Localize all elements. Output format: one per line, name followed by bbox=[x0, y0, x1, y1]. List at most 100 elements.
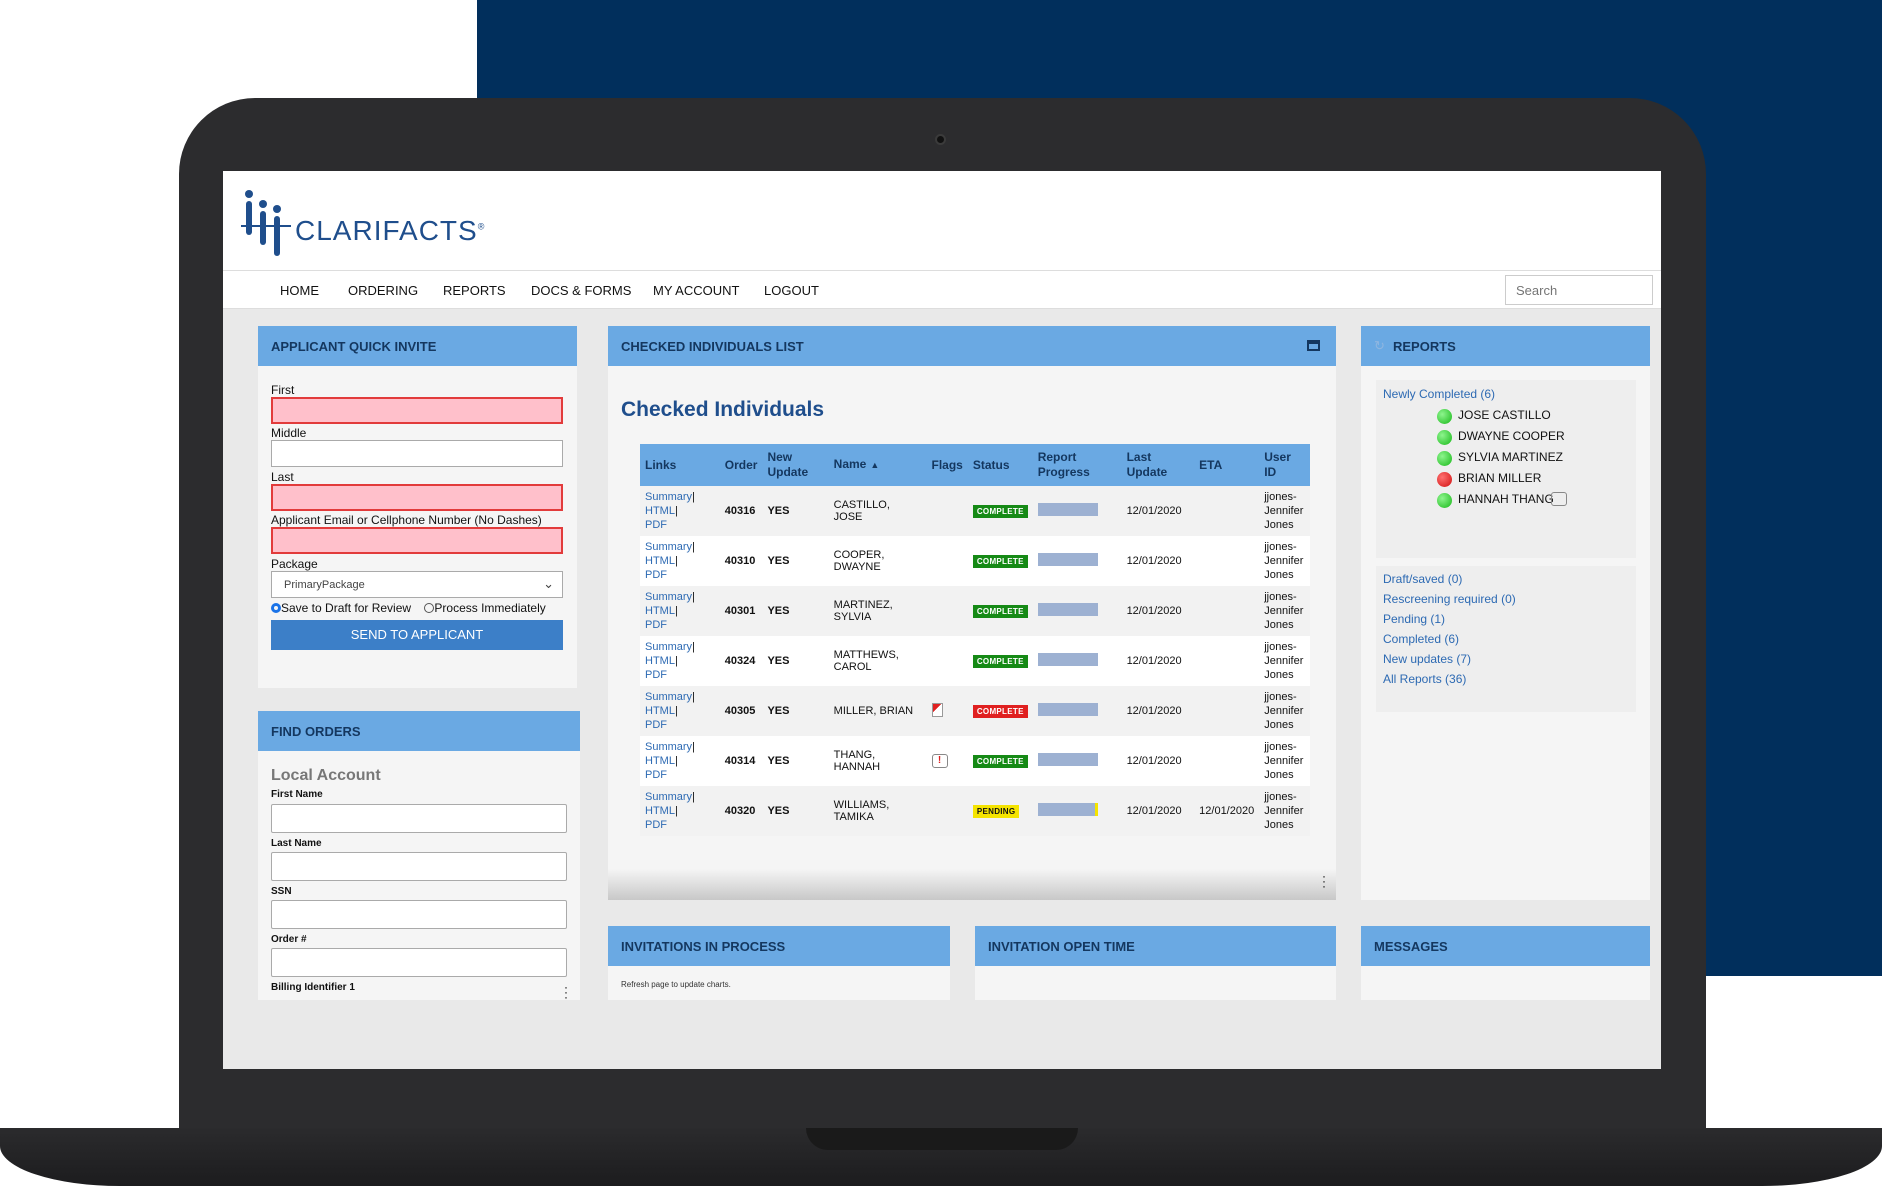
col-progress[interactable]: Report Progress bbox=[1032, 444, 1122, 486]
html-link[interactable]: HTML bbox=[645, 605, 675, 617]
user-id-part: jjones- bbox=[1264, 491, 1297, 503]
nav-logout[interactable]: LOGOUT bbox=[764, 283, 819, 298]
refresh-icon[interactable]: ↻ bbox=[1374, 338, 1385, 353]
contact-field[interactable] bbox=[271, 527, 563, 554]
alert-icon[interactable]: ! bbox=[931, 754, 948, 768]
row-name[interactable]: WILLIAMS, TAMIKA bbox=[828, 786, 927, 836]
table-row[interactable]: Summary| HTML| PDF 40324 YES MATTHEWS, CAROL… bbox=[640, 636, 1310, 686]
nav-docs-forms[interactable]: DOCS & FORMS bbox=[531, 283, 632, 298]
nav-my-account[interactable]: MY ACCOUNT bbox=[653, 283, 740, 298]
row-name[interactable]: THANG, HANNAH bbox=[828, 736, 927, 786]
report-filter-link[interactable]: All Reports (36) bbox=[1383, 672, 1467, 686]
html-link[interactable]: HTML bbox=[645, 505, 675, 517]
table-row[interactable]: Summary| HTML| PDF 40316 YES CASTILLO, JOSE C… bbox=[640, 486, 1310, 536]
col-user-id[interactable]: User ID bbox=[1259, 444, 1310, 486]
report-person[interactable]: BRIAN MILLER bbox=[1458, 471, 1542, 485]
table-row[interactable]: Summary| HTML| PDF 40310 YES COOPER, DWAYNE C… bbox=[640, 536, 1310, 586]
logo-icon bbox=[241, 190, 291, 256]
package-select[interactable]: PrimaryPackage ⌄ bbox=[271, 571, 563, 598]
html-link[interactable]: HTML bbox=[645, 755, 675, 767]
user-id-part: jjones- bbox=[1264, 541, 1297, 553]
pdf-link[interactable]: PDF bbox=[645, 819, 667, 831]
html-link[interactable]: HTML bbox=[645, 805, 675, 817]
newly-completed-link[interactable]: Newly Completed (6) bbox=[1383, 387, 1496, 401]
col-last-update[interactable]: Last Update bbox=[1121, 444, 1195, 486]
first-field[interactable] bbox=[271, 397, 563, 424]
row-name[interactable]: MARTINEZ, SYLVIA bbox=[828, 586, 927, 636]
send-to-applicant-button[interactable]: SEND TO APPLICANT bbox=[271, 620, 563, 650]
col-name[interactable]: Name ▲ bbox=[828, 444, 927, 486]
more-options-icon[interactable]: · · · bbox=[1322, 869, 1326, 893]
report-filter-link[interactable]: Rescreening required (0) bbox=[1383, 592, 1516, 606]
nav-home[interactable]: HOME bbox=[280, 283, 319, 298]
table-row[interactable]: Summary| HTML| PDF 40320 YES WILLIAMS, TAMIK… bbox=[640, 786, 1310, 836]
row-status: COMPLETE bbox=[967, 586, 1033, 636]
col-status[interactable]: Status bbox=[967, 444, 1033, 486]
app-header: CLARIFACTS® bbox=[223, 171, 1661, 271]
summary-link[interactable]: Summary bbox=[645, 491, 693, 503]
refresh-note: Refresh page to update charts. bbox=[621, 980, 731, 989]
pdf-link[interactable]: PDF bbox=[645, 569, 667, 581]
table-header: Links Order New Update Name ▲ Flags Status Repo… bbox=[640, 444, 1310, 486]
col-new-update[interactable]: New Update bbox=[762, 444, 829, 486]
html-link[interactable]: HTML bbox=[645, 705, 675, 717]
middle-field[interactable] bbox=[271, 440, 563, 467]
ssn-field[interactable] bbox=[271, 900, 567, 929]
link-separator: | bbox=[692, 541, 695, 553]
report-filter-link[interactable]: Completed (6) bbox=[1383, 632, 1460, 646]
status-badge: COMPLETE bbox=[972, 604, 1028, 618]
report-person[interactable]: JOSE CASTILLO bbox=[1458, 408, 1551, 422]
summary-link[interactable]: Summary bbox=[645, 791, 693, 803]
report-person[interactable]: HANNAH THANG bbox=[1458, 492, 1554, 506]
table-row[interactable]: Summary| HTML| PDF 40314 YES THANG, HANNAH! C… bbox=[640, 736, 1310, 786]
scroll-handle-icon[interactable]: · · · bbox=[564, 980, 568, 1004]
report-filter-link[interactable]: Draft/saved (0) bbox=[1383, 572, 1463, 586]
report-person[interactable]: DWAYNE COOPER bbox=[1458, 429, 1565, 443]
alert-icon[interactable] bbox=[1551, 492, 1567, 506]
maximize-icon[interactable] bbox=[1307, 340, 1320, 351]
radio-draft[interactable] bbox=[271, 603, 281, 613]
col-order[interactable]: Order bbox=[719, 444, 763, 486]
row-name[interactable]: COOPER, DWAYNE bbox=[828, 536, 927, 586]
row-name[interactable]: MATTHEWS, CAROL bbox=[828, 636, 927, 686]
summary-link[interactable]: Summary bbox=[645, 691, 693, 703]
summary-link[interactable]: Summary bbox=[645, 741, 693, 753]
pdf-link[interactable]: PDF bbox=[645, 619, 667, 631]
pdf-link[interactable]: PDF bbox=[645, 519, 667, 531]
pdf-link[interactable]: PDF bbox=[645, 719, 667, 731]
table-row[interactable]: Summary| HTML| PDF 40305 YES MILLER, BRIAN CO… bbox=[640, 686, 1310, 736]
row-user-id: jjones- Jennifer Jones bbox=[1259, 486, 1310, 536]
pdf-link[interactable]: PDF bbox=[645, 769, 667, 781]
last-name-field[interactable] bbox=[271, 852, 567, 881]
link-separator: | bbox=[674, 605, 678, 617]
html-link[interactable]: HTML bbox=[645, 655, 675, 667]
col-flags[interactable]: Flags bbox=[926, 444, 968, 486]
last-field[interactable] bbox=[271, 484, 563, 511]
report-filter-link[interactable]: Pending (1) bbox=[1383, 612, 1446, 626]
radio-process[interactable] bbox=[424, 603, 435, 613]
first-name-field[interactable] bbox=[271, 804, 567, 833]
col-links[interactable]: Links bbox=[640, 444, 720, 486]
messages-title: MESSAGES bbox=[1361, 926, 1650, 966]
report-person[interactable]: SYLVIA MARTINEZ bbox=[1458, 450, 1563, 464]
pdf-link[interactable]: PDF bbox=[645, 669, 667, 681]
row-name[interactable]: CASTILLO, JOSE bbox=[828, 486, 927, 536]
summary-link[interactable]: Summary bbox=[645, 591, 693, 603]
row-order: 40310 bbox=[719, 536, 763, 586]
order-field[interactable] bbox=[271, 948, 567, 977]
sort-asc-icon[interactable]: ▲ bbox=[870, 460, 880, 470]
report-filter-link[interactable]: New updates (7) bbox=[1383, 652, 1472, 666]
col-eta[interactable]: ETA bbox=[1194, 444, 1260, 486]
summary-link[interactable]: Summary bbox=[645, 541, 693, 553]
status-badge: COMPLETE bbox=[972, 704, 1028, 718]
table-row[interactable]: Summary| HTML| PDF 40301 YES MARTINEZ, SYLVI… bbox=[640, 586, 1310, 636]
flag-icon[interactable] bbox=[931, 702, 943, 717]
html-link[interactable]: HTML bbox=[645, 555, 675, 567]
row-name[interactable]: MILLER, BRIAN bbox=[828, 686, 927, 736]
search-input[interactable] bbox=[1505, 275, 1653, 305]
nav-reports[interactable]: REPORTS bbox=[443, 283, 506, 298]
summary-link[interactable]: Summary bbox=[645, 641, 693, 653]
nav-ordering[interactable]: ORDERING bbox=[348, 283, 419, 298]
progress-bar bbox=[1037, 603, 1098, 616]
user-id-part: jjones- bbox=[1264, 691, 1297, 703]
